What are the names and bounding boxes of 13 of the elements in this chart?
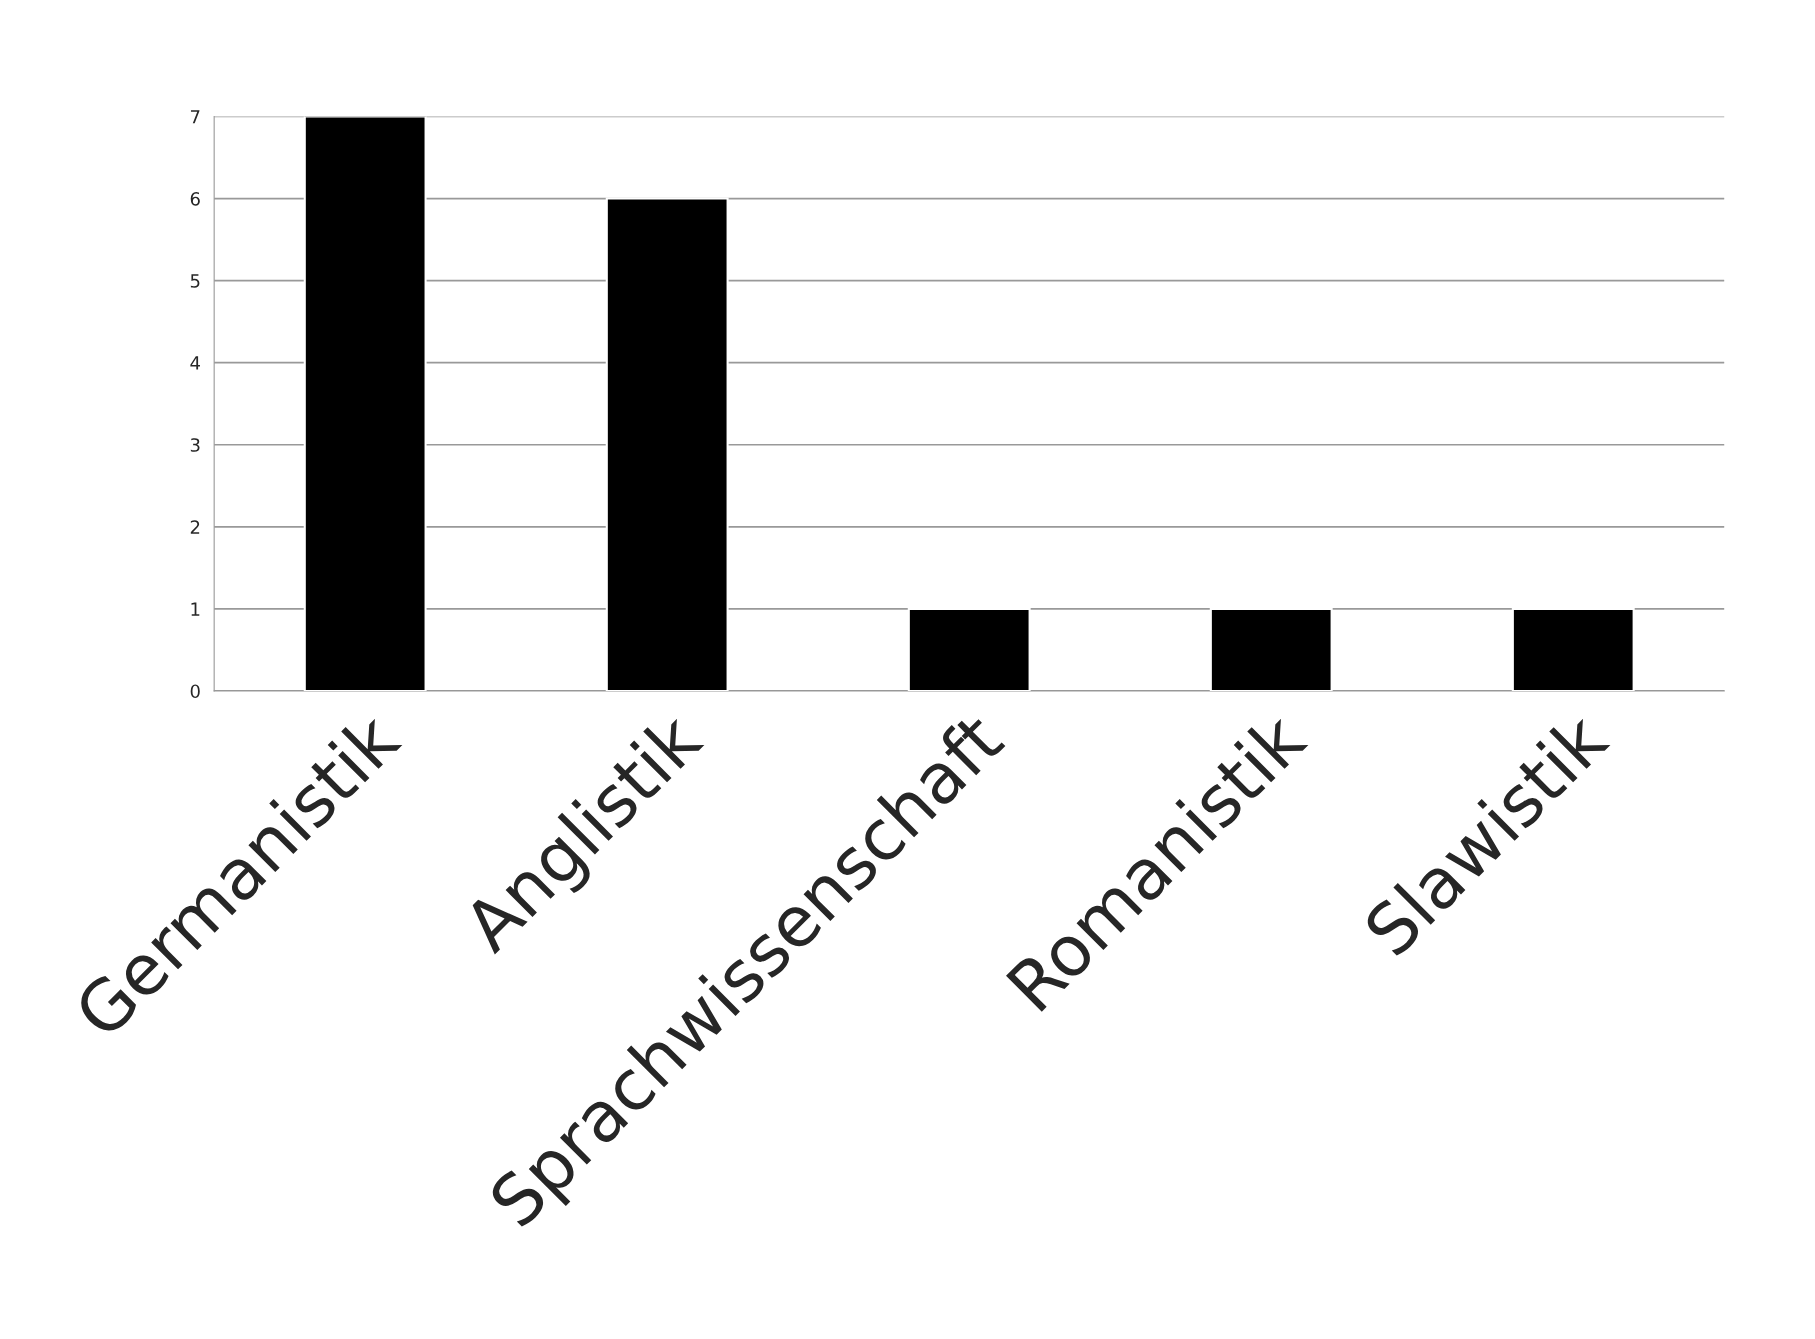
bar	[1511, 607, 1635, 691]
y-tick-label: 7	[190, 110, 200, 124]
y-tick-label: 5	[190, 274, 200, 288]
y-tick-label: 4	[190, 356, 200, 370]
bar	[605, 197, 729, 691]
bar	[303, 116, 427, 691]
y-tick-label: 1	[191, 602, 200, 616]
y-tick-label: 3	[190, 438, 200, 452]
y-tick-label: 0	[190, 684, 200, 699]
y-tick-label: 2	[190, 520, 200, 534]
y-tick-label: 6	[190, 192, 200, 206]
bar	[1209, 607, 1333, 691]
bar	[907, 607, 1031, 691]
